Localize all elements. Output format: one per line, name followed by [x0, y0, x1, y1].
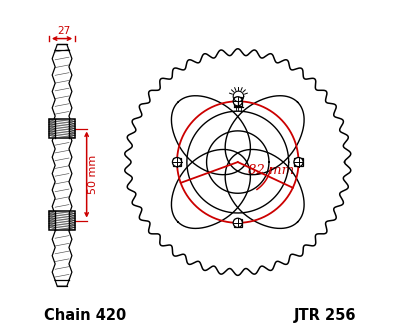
Bar	[234, 218, 242, 227]
Text: 50 mm: 50 mm	[88, 155, 98, 194]
Text: 27: 27	[57, 26, 70, 36]
Text: 82 mm: 82 mm	[248, 164, 294, 177]
Bar	[173, 158, 181, 166]
Text: JTR 256: JTR 256	[294, 308, 356, 323]
Bar	[294, 158, 303, 166]
Bar	[234, 97, 242, 106]
Circle shape	[233, 218, 242, 227]
Circle shape	[172, 157, 182, 167]
Bar	[49, 119, 75, 138]
Circle shape	[294, 157, 303, 167]
Bar	[49, 211, 75, 230]
Text: Chain 420: Chain 420	[44, 308, 126, 323]
Circle shape	[233, 97, 242, 106]
